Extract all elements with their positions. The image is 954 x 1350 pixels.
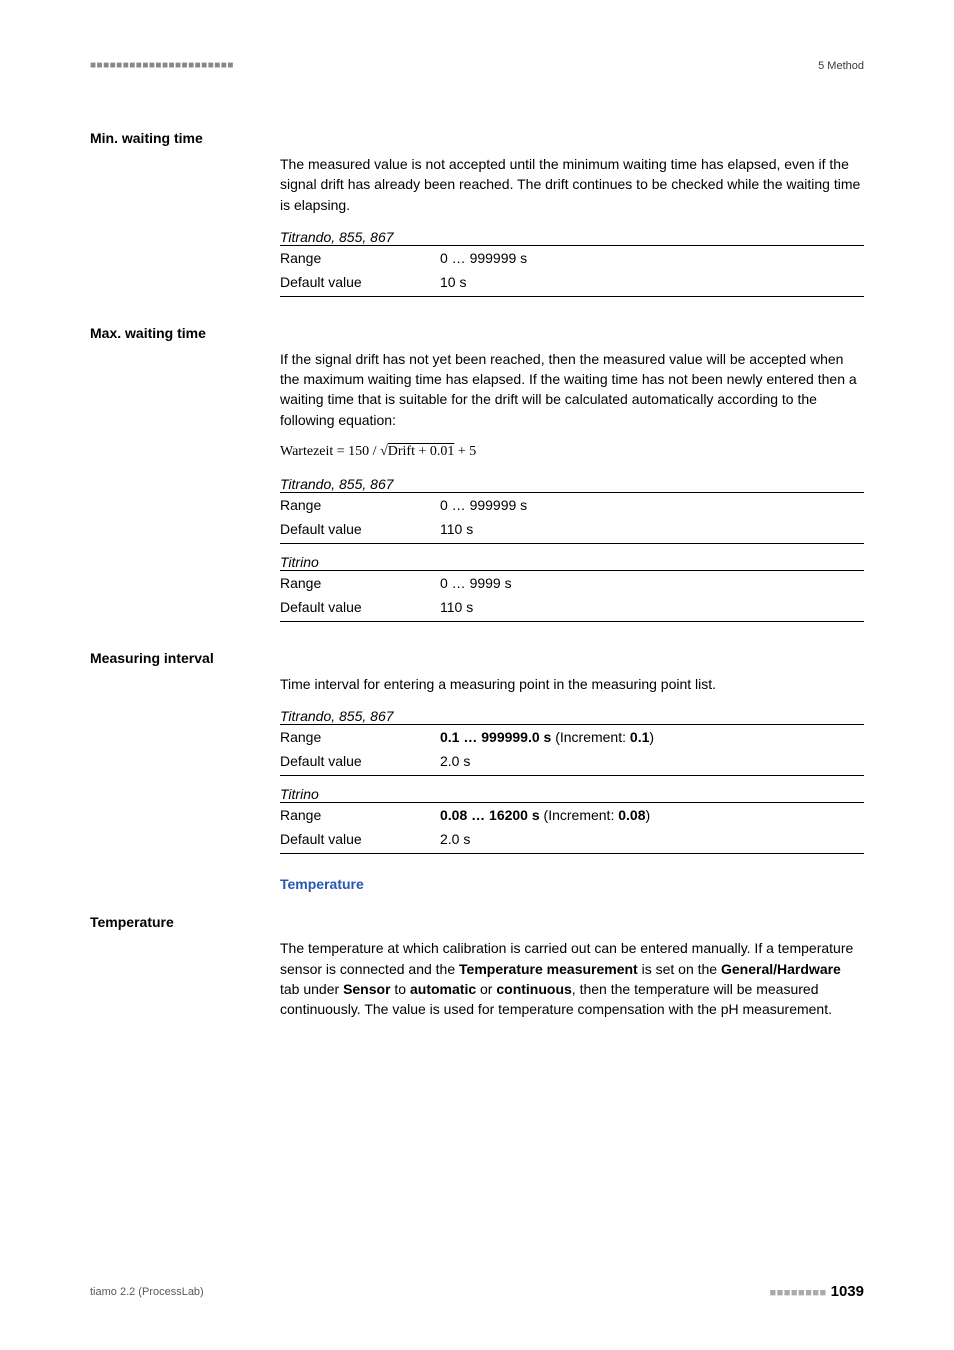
heading-meas-int: Measuring interval bbox=[90, 650, 280, 666]
range-label: Range bbox=[280, 571, 440, 596]
table-meas-int-2: Range 0.08 … 16200 s (Increment: 0.08) D… bbox=[280, 802, 864, 854]
heading-min-wait: Min. waiting time bbox=[90, 130, 280, 146]
default-value: 2.0 s bbox=[440, 749, 864, 776]
range-mid: (Increment: bbox=[540, 807, 619, 823]
header-dashes: ■■■■■■■■■■■■■■■■■■■■■■ bbox=[90, 60, 234, 72]
range-value: 0.08 … 16200 s (Increment: 0.08) bbox=[440, 803, 864, 828]
heading-max-wait: Max. waiting time bbox=[90, 325, 280, 341]
table-row: Range 0 … 9999 s bbox=[280, 571, 864, 596]
device-label-min-wait: Titrando, 855, 867 bbox=[280, 229, 864, 245]
range-label: Range bbox=[280, 245, 440, 270]
page-header: ■■■■■■■■■■■■■■■■■■■■■■ 5 Method bbox=[90, 60, 864, 72]
temp-b4: automatic bbox=[410, 981, 476, 997]
header-section-title: 5 Method bbox=[818, 60, 864, 72]
table-row: Range 0 … 999999 s bbox=[280, 245, 864, 270]
body-temperature: The temperature at which calibration is … bbox=[280, 938, 864, 1019]
footer-product: tiamo 2.2 (ProcessLab) bbox=[90, 1286, 204, 1298]
range-value: 0.1 … 999999.0 s (Increment: 0.1) bbox=[440, 725, 864, 750]
range-value: 0 … 9999 s bbox=[440, 571, 864, 596]
table-row: Default value 110 s bbox=[280, 517, 864, 544]
temp-p2: is set on the bbox=[638, 961, 721, 977]
formula-max-wait: Wartezeit = 150 / √Drift + 0.01 + 5 bbox=[280, 444, 864, 460]
device-label-max-wait-2: Titrino bbox=[280, 554, 864, 570]
body-meas-int: Time interval for entering a measuring p… bbox=[280, 674, 864, 694]
table-max-wait-1: Range 0 … 999999 s Default value 110 s bbox=[280, 492, 864, 544]
device-label-meas-int-2: Titrino bbox=[280, 786, 864, 802]
default-label: Default value bbox=[280, 827, 440, 854]
table-max-wait-2: Range 0 … 9999 s Default value 110 s bbox=[280, 570, 864, 622]
table-row: Range 0.08 … 16200 s (Increment: 0.08) bbox=[280, 803, 864, 828]
body-min-wait: The measured value is not accepted until… bbox=[280, 154, 864, 215]
default-value: 2.0 s bbox=[440, 827, 864, 854]
temp-p3: tab under bbox=[280, 981, 343, 997]
footer-page-number: ■■■■■■■■ 1039 bbox=[769, 1283, 864, 1300]
default-value: 110 s bbox=[440, 595, 864, 622]
table-row: Range 0 … 999999 s bbox=[280, 493, 864, 518]
section-min-waiting-time: Min. waiting time The measured value is … bbox=[90, 112, 864, 297]
temp-p5: or bbox=[476, 981, 496, 997]
device-label-max-wait-1: Titrando, 855, 867 bbox=[280, 476, 864, 492]
footer-page: 1039 bbox=[831, 1283, 864, 1300]
section-temperature: Temperature The temperature at which cal… bbox=[90, 896, 864, 1019]
default-value: 10 s bbox=[440, 270, 864, 297]
default-label: Default value bbox=[280, 270, 440, 297]
range-bold-1: 0.1 … 999999.0 s bbox=[440, 729, 551, 745]
range-bold-2: 0.08 bbox=[618, 807, 645, 823]
range-mid: (Increment: bbox=[551, 729, 630, 745]
temp-b1: Temperature measurement bbox=[459, 961, 638, 977]
range-label: Range bbox=[280, 725, 440, 750]
range-label: Range bbox=[280, 803, 440, 828]
default-label: Default value bbox=[280, 595, 440, 622]
table-row: Range 0.1 … 999999.0 s (Increment: 0.1) bbox=[280, 725, 864, 750]
table-meas-int-1: Range 0.1 … 999999.0 s (Increment: 0.1) … bbox=[280, 724, 864, 776]
table-row: Default value 110 s bbox=[280, 595, 864, 622]
section-max-waiting-time: Max. waiting time If the signal drift ha… bbox=[90, 307, 864, 622]
range-end: ) bbox=[649, 729, 654, 745]
page-footer: tiamo 2.2 (ProcessLab) ■■■■■■■■ 1039 bbox=[90, 1283, 864, 1300]
default-label: Default value bbox=[280, 517, 440, 544]
blue-heading-temperature: Temperature bbox=[280, 876, 864, 892]
range-end: ) bbox=[645, 807, 650, 823]
range-value: 0 … 999999 s bbox=[440, 245, 864, 270]
formula-radicand: Drift + 0.01 bbox=[388, 442, 455, 459]
default-label: Default value bbox=[280, 749, 440, 776]
temp-b5: continuous bbox=[496, 981, 571, 997]
heading-temperature: Temperature bbox=[90, 914, 280, 930]
footer-dashes: ■■■■■■■■ bbox=[769, 1287, 826, 1299]
device-label-meas-int-1: Titrando, 855, 867 bbox=[280, 708, 864, 724]
temp-p4: to bbox=[391, 981, 410, 997]
temp-b3: Sensor bbox=[343, 981, 390, 997]
table-row: Default value 10 s bbox=[280, 270, 864, 297]
table-min-wait: Range 0 … 999999 s Default value 10 s bbox=[280, 245, 864, 297]
table-row: Default value 2.0 s bbox=[280, 827, 864, 854]
formula-prefix: Wartezeit = 150 / √ bbox=[280, 444, 388, 459]
default-value: 110 s bbox=[440, 517, 864, 544]
table-row: Default value 2.0 s bbox=[280, 749, 864, 776]
range-value: 0 … 999999 s bbox=[440, 493, 864, 518]
temp-b2: General/Hardware bbox=[721, 961, 841, 977]
body-max-wait: If the signal drift has not yet been rea… bbox=[280, 349, 864, 430]
section-measuring-interval: Measuring interval Time interval for ent… bbox=[90, 632, 864, 892]
range-bold-1: 0.08 … 16200 s bbox=[440, 807, 540, 823]
page-container: ■■■■■■■■■■■■■■■■■■■■■■ 5 Method Min. wai… bbox=[0, 0, 954, 1350]
range-label: Range bbox=[280, 493, 440, 518]
range-bold-2: 0.1 bbox=[630, 729, 649, 745]
formula-suffix: + 5 bbox=[454, 444, 476, 459]
